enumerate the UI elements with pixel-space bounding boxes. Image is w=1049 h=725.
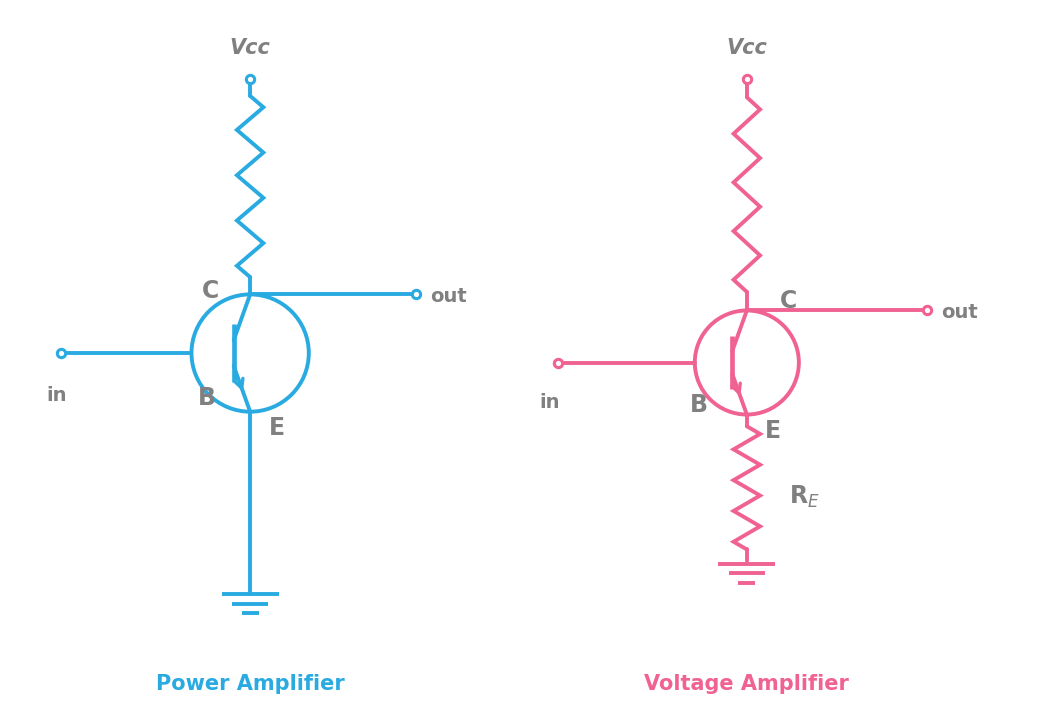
Text: Voltage Amplifier: Voltage Amplifier — [644, 674, 850, 694]
Text: B: B — [690, 393, 708, 417]
Text: out: out — [430, 287, 467, 306]
Text: Power Amplifier: Power Amplifier — [155, 674, 344, 694]
Text: C: C — [780, 289, 797, 313]
Text: C: C — [201, 278, 219, 302]
Text: in: in — [540, 393, 560, 412]
Text: Vcc: Vcc — [230, 38, 271, 58]
Text: in: in — [46, 386, 66, 405]
Text: B: B — [198, 386, 216, 410]
Text: E: E — [269, 416, 284, 440]
Text: out: out — [941, 303, 978, 322]
Text: R$_E$: R$_E$ — [790, 484, 820, 510]
Text: E: E — [766, 419, 782, 443]
Text: Vcc: Vcc — [726, 38, 767, 58]
